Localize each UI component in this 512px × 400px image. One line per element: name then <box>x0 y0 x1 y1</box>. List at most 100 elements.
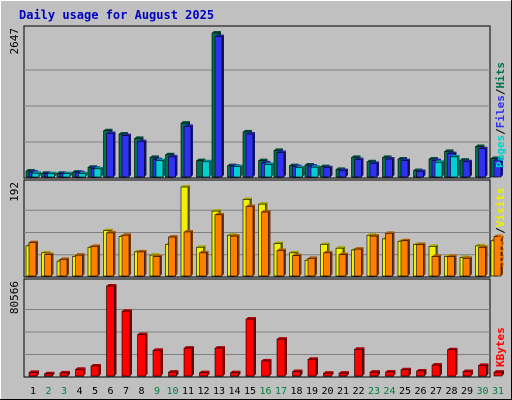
bar-sites-day-5-top <box>91 244 100 247</box>
bar-sites-day-4-top <box>75 253 85 256</box>
bar-kbytes-day-10-top <box>168 370 179 373</box>
bar-kbytes-day-27-side <box>440 363 442 376</box>
bar-pages-day-2: 60 <box>47 171 57 178</box>
bar-kbytes-day-20-top <box>323 371 334 374</box>
plot-area <box>23 179 491 278</box>
bar-kbytes-day-12-top <box>199 370 210 373</box>
bar-sites-day-30-face: 62 <box>478 246 486 277</box>
bar-sites-day-10-side <box>175 235 178 276</box>
legend-visits: Visits <box>494 188 507 228</box>
bar-files-day-20-face: 170 <box>323 167 331 178</box>
bar-visits-day-17-top <box>274 241 283 244</box>
bar-kbytes-day-3-face: 2800 <box>59 372 69 377</box>
bar-sites-day-26: 68 <box>416 242 426 277</box>
x-tick-label: 7 <box>123 386 129 397</box>
bar-files-day-10-side <box>175 154 178 177</box>
y-max-label: 80566 <box>8 281 21 314</box>
bar-kbytes-day-18: 4000 <box>292 369 303 377</box>
bar-files-day-23: 250 <box>369 161 379 178</box>
bar-kbytes-day-12-side <box>207 370 210 376</box>
bar-sites-day-28-face: 42 <box>447 256 455 277</box>
bar-kbytes-day-23-top <box>370 370 380 373</box>
bar-sites-day-23-top <box>370 234 379 237</box>
x-tick-label: 13 <box>213 386 225 397</box>
bar-hits-day-28-top <box>444 149 454 152</box>
bar-files-day-28-top <box>447 151 457 154</box>
bar-files-day-27-top <box>432 158 441 161</box>
legend-hits: Hits <box>494 62 507 89</box>
bar-files-day-6-face: 800 <box>106 133 114 178</box>
bar-kbytes-day-15-top <box>246 317 256 320</box>
bar-files-day-13-face: 2580 <box>214 36 223 178</box>
x-tick-label: 23 <box>368 386 380 397</box>
bar-sites-day-25-side <box>408 238 410 276</box>
bar-files-day-26-side <box>423 169 426 177</box>
bar-kbytes-day-11: 25000 <box>183 346 194 377</box>
bar-hits-day-10-top <box>165 152 175 155</box>
bar-files-day-15-top <box>246 132 255 135</box>
bar-kbytes-day-6-side <box>114 284 117 376</box>
bar-kbytes-day-2-face: 2000 <box>44 373 53 377</box>
legend-pages: Pages <box>494 135 507 168</box>
bar-kbytes-day-3: 2800 <box>59 370 70 377</box>
y-max-label: 192 <box>8 182 21 202</box>
bar-sites-day-13-face: 132 <box>214 214 223 277</box>
bar-pages-day-9: 300 <box>155 158 165 178</box>
bar-pages-day-28-side <box>457 154 460 177</box>
x-tick-label: 15 <box>244 386 256 397</box>
bar-visits-day-6-top <box>103 228 113 231</box>
bar-kbytes-day-8-top <box>137 332 148 335</box>
bar-kbytes-day-30-top <box>478 363 489 366</box>
bar-pages-day-27-top <box>435 160 444 163</box>
bar-kbytes-day-31-side <box>502 370 504 376</box>
bar-kbytes-day-2-top <box>44 371 55 374</box>
bar-hits-day-12-top <box>196 158 206 161</box>
bar-hits-day-17-top <box>274 148 283 151</box>
bar-sites-day-18-face: 44 <box>292 255 300 277</box>
chart-panel-1: 1926550324262988552456819262140881651557… <box>8 179 507 278</box>
bar-kbytes-day-25: 5600 <box>400 367 411 377</box>
bar-hits-day-22-top <box>351 155 361 158</box>
bar-kbytes-day-15-face: 51000 <box>245 318 255 377</box>
x-tick-label: 22 <box>352 386 364 397</box>
bar-kbytes-day-27: 9800 <box>431 363 442 377</box>
bar-kbytes-day-17-top <box>277 337 287 340</box>
bar-visits-day-18-top <box>289 250 299 253</box>
x-tick-label: 18 <box>290 386 302 397</box>
bar-kbytes-day-8-side <box>145 332 148 376</box>
bar-files-day-10: 370 <box>168 154 178 178</box>
bar-files-day-24: 330 <box>385 157 395 178</box>
bar-kbytes-day-31-face: 3500 <box>493 371 503 377</box>
x-tick-label: 31 <box>492 386 504 397</box>
bar-kbytes-day-24-face: 3600 <box>385 371 394 377</box>
x-tick-label: 9 <box>154 386 160 397</box>
bar-kbytes-day-18-face: 4000 <box>292 371 301 377</box>
bar-pages-day-16: 230 <box>264 162 274 178</box>
bar-files-day-21-side <box>346 168 348 177</box>
bar-sites-day-18: 44 <box>292 253 302 277</box>
bar-files-day-10-face: 370 <box>168 156 176 178</box>
bar-kbytes-day-26-top <box>416 368 427 371</box>
bar-sites-day-11-face: 95 <box>183 231 192 277</box>
bar-kbytes-day-19-face: 15000 <box>307 358 317 377</box>
bar-pages-day-27-face: 270 <box>434 162 443 178</box>
bar-pages-day-5-face: 150 <box>93 168 102 178</box>
bar-sites-day-22: 58 <box>354 247 364 277</box>
bar-pages-day-4: 60 <box>78 171 88 178</box>
bar-sites-day-15-top <box>246 204 255 207</box>
bar-hits-day-7-top <box>119 132 128 135</box>
bar-kbytes-day-4-top <box>75 367 86 370</box>
bar-files-day-8-top <box>137 139 147 142</box>
bar-files-day-16-top <box>261 160 271 163</box>
bar-pages-day-9-side <box>163 158 165 177</box>
bar-pages-day-14: 190 <box>233 164 243 178</box>
bar-kbytes-day-2-side <box>52 371 55 376</box>
legend-sites: Sites <box>494 234 507 267</box>
bar-kbytes-day-31: 3500 <box>493 370 504 377</box>
bar-kbytes-day-13: 25000 <box>214 346 225 377</box>
bar-pages-day-18: 170 <box>295 165 305 178</box>
bar-sites-day-2: 46 <box>44 252 54 277</box>
bar-files-day-13-top <box>215 34 224 37</box>
bar-kbytes-day-6-face: 80566 <box>106 285 115 377</box>
bar-files-day-6-top <box>106 131 116 134</box>
